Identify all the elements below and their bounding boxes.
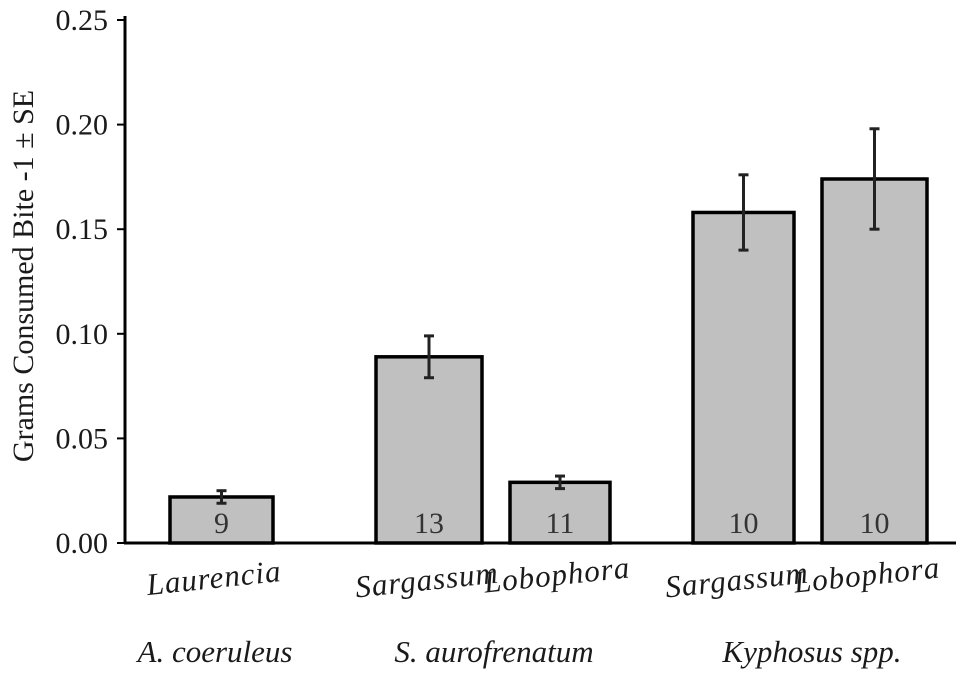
group-label: S. aurofrenatum [394, 634, 593, 669]
y-tick-label: 0.00 [56, 527, 109, 560]
error-bars [216, 127, 880, 505]
group-label: A. coeruleus [136, 634, 293, 669]
sample-size-label: 13 [414, 507, 444, 540]
sample-size-labels: 9 13 11 10 10 [214, 507, 890, 540]
bar [374, 355, 484, 545]
y-tick-label: 0.05 [56, 422, 109, 455]
y-axis-label: Grams Consumed Bite -1 ± SE [7, 90, 40, 462]
category-label: Lobophora [481, 549, 632, 599]
bar [508, 480, 612, 545]
sample-size-label: 10 [729, 507, 759, 540]
bars [168, 177, 929, 545]
bar [691, 210, 796, 545]
y-tick-label: 0.20 [56, 109, 109, 142]
group-label: Kyphosus spp. [721, 634, 901, 669]
y-tick-label: 0.15 [56, 213, 109, 246]
category-label: Lobophora [791, 549, 942, 599]
category-label: Sargassum [353, 555, 500, 605]
sample-size-label: 11 [546, 507, 575, 540]
category-label: Sargassum [663, 555, 810, 605]
sample-size-label: 10 [860, 507, 890, 540]
group-labels: A. coeruleus S. aurofrenatum Kyphosus spp. [136, 634, 902, 669]
y-tick-label: 0.25 [56, 4, 109, 37]
y-axis-ticks: 0.00 0.05 0.10 0.15 0.20 0.25 [56, 4, 125, 560]
sample-size-label: 9 [214, 507, 229, 540]
category-label: Laurencia [144, 553, 283, 602]
y-tick-label: 0.10 [56, 318, 109, 351]
bar [820, 177, 929, 545]
